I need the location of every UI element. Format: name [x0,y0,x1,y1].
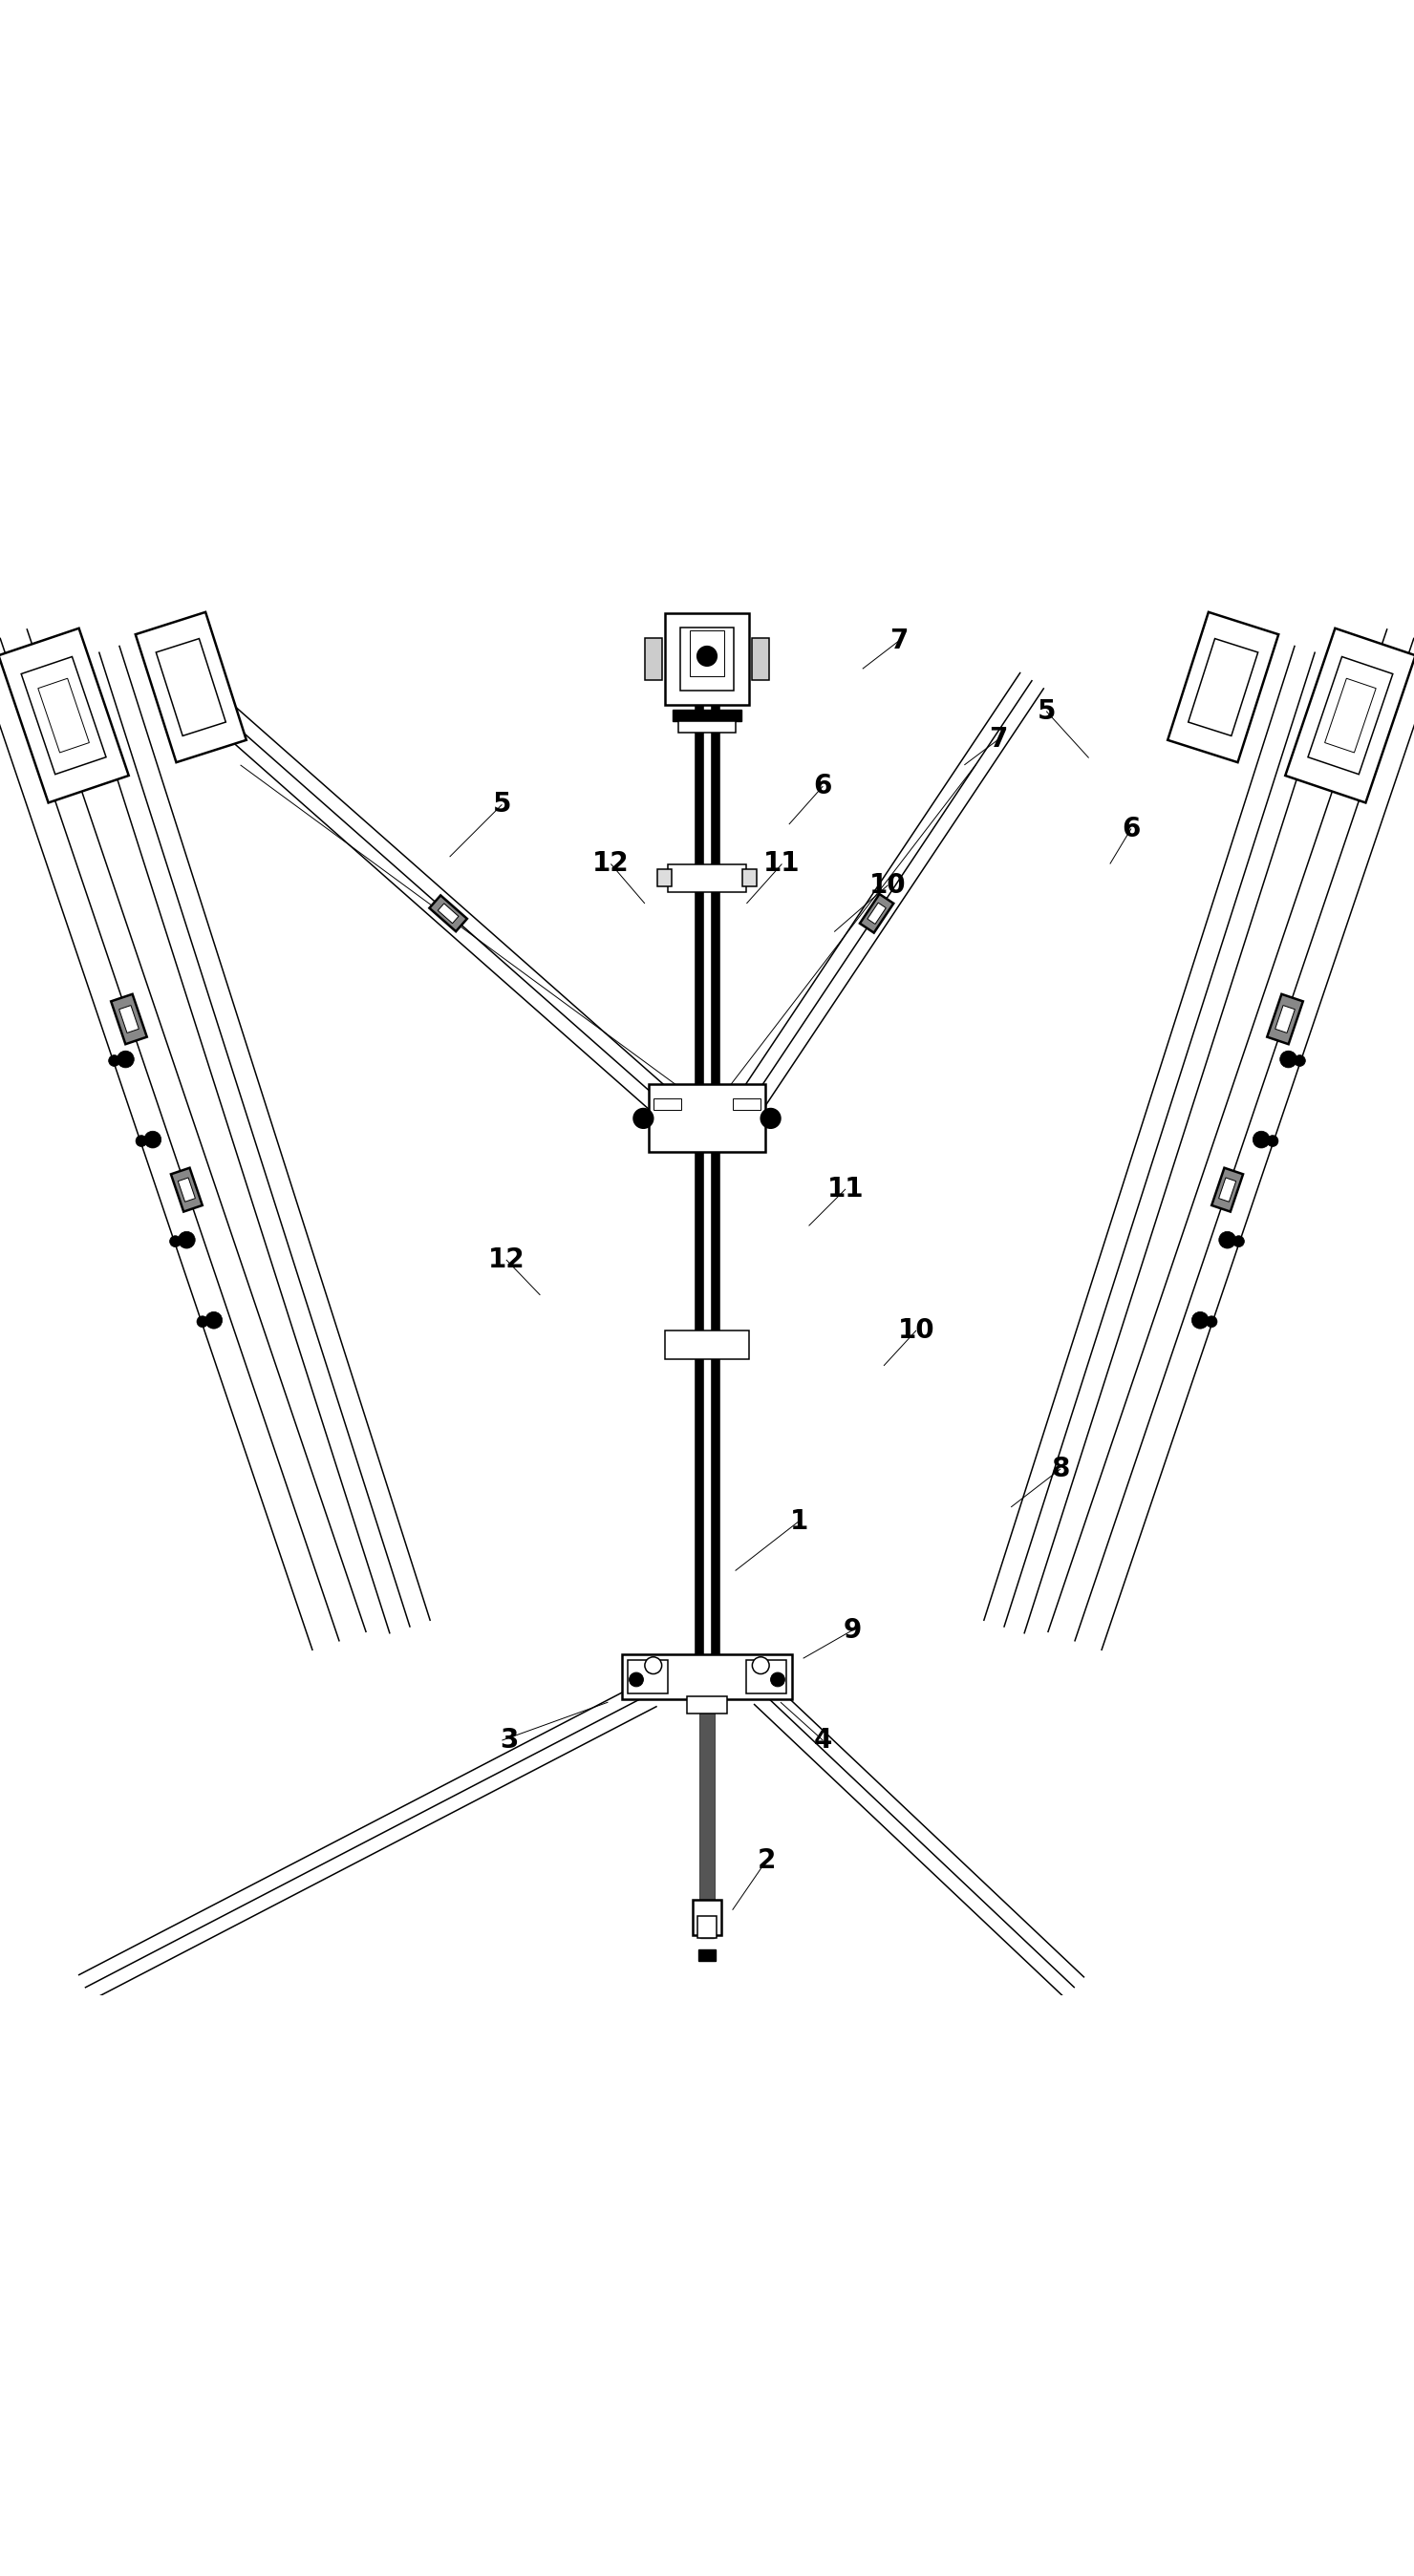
Circle shape [752,1656,769,1674]
Polygon shape [860,894,894,933]
Bar [690,631,724,675]
Bar [715,1334,741,1355]
Bar [687,1698,727,1713]
Text: 12: 12 [488,1247,525,1273]
Bar [680,626,734,690]
Bar [673,711,741,721]
Bar [673,1334,699,1355]
Bar [679,721,735,732]
Bar [667,863,747,891]
Circle shape [1294,1056,1305,1066]
Circle shape [205,1311,222,1329]
Bar [742,871,756,886]
Text: 8: 8 [1051,1455,1070,1481]
Circle shape [1267,1136,1278,1146]
Text: 9: 9 [843,1618,863,1643]
Circle shape [1219,1231,1236,1249]
Polygon shape [110,994,147,1043]
Polygon shape [1308,657,1393,775]
Polygon shape [0,629,129,804]
Circle shape [633,1108,653,1128]
Circle shape [197,1316,208,1327]
Polygon shape [136,613,246,762]
Circle shape [1192,1311,1209,1329]
Text: 6: 6 [813,773,833,799]
Text: 7: 7 [889,626,909,654]
Polygon shape [156,639,226,737]
Bar [653,1092,761,1146]
Polygon shape [1275,1005,1295,1033]
Bar [645,639,662,680]
Text: 5: 5 [492,791,512,819]
Bar [628,1659,667,1692]
Bar [665,613,749,706]
Polygon shape [1285,629,1414,804]
Text: 11: 11 [827,1175,864,1203]
Polygon shape [438,904,458,922]
Circle shape [697,647,717,667]
Circle shape [1206,1316,1217,1327]
Bar [629,1662,785,1692]
Text: 10: 10 [870,871,906,899]
Polygon shape [119,1005,139,1033]
Circle shape [629,1672,643,1687]
Text: 2: 2 [756,1847,776,1873]
Bar [622,1654,792,1700]
Text: 10: 10 [898,1316,935,1345]
Circle shape [645,1656,662,1674]
Bar [649,1084,765,1151]
Polygon shape [1219,1177,1236,1203]
Circle shape [117,1051,134,1069]
Bar [704,616,710,1677]
Bar [653,1097,682,1110]
Circle shape [761,1108,781,1128]
Text: 5: 5 [1036,698,1056,724]
Bar [673,871,741,886]
Circle shape [109,1056,120,1066]
Circle shape [1233,1236,1244,1247]
Polygon shape [867,902,887,925]
Polygon shape [21,657,106,775]
Bar [693,1899,721,1935]
Text: 11: 11 [764,850,800,878]
Circle shape [771,1672,785,1687]
Bar [696,616,718,1677]
Polygon shape [1267,994,1304,1043]
Polygon shape [1188,639,1258,737]
Polygon shape [178,1177,195,1203]
Polygon shape [1212,1167,1243,1211]
Polygon shape [430,896,467,933]
Polygon shape [1325,677,1376,752]
Circle shape [178,1231,195,1249]
Bar [747,1659,786,1692]
Text: 4: 4 [813,1726,833,1754]
Bar [658,871,672,886]
Bar [699,1917,715,1937]
Bar [700,1698,714,1937]
Circle shape [144,1131,161,1149]
Text: 1: 1 [789,1507,809,1535]
Text: 6: 6 [1121,814,1141,842]
Bar [752,639,769,680]
Circle shape [1280,1051,1297,1069]
Text: 12: 12 [592,850,629,878]
Bar [732,1097,761,1110]
Circle shape [1253,1131,1270,1149]
Text: 3: 3 [499,1726,519,1754]
Polygon shape [1168,613,1278,762]
Text: 7: 7 [988,726,1008,752]
Polygon shape [171,1167,202,1211]
Circle shape [170,1236,181,1247]
Polygon shape [38,677,89,752]
Bar [699,1950,715,1960]
Circle shape [136,1136,147,1146]
Bar [665,1329,749,1358]
